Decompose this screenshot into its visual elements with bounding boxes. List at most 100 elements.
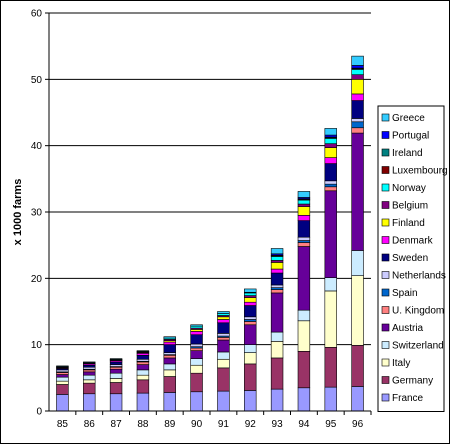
bar-segment [136,369,150,376]
bar-segment [190,364,203,374]
bar-segment [324,128,337,136]
bar-segment [190,350,203,359]
bar-segment [83,382,96,395]
legend-swatch [381,218,390,227]
bar-segment [270,262,284,270]
bars-group [56,55,364,412]
bar-segment [297,309,311,322]
bar-segment [324,347,337,388]
bar-segment [163,336,176,339]
x-tick-label: 93 [272,419,284,430]
legend-swatch [381,236,390,244]
legend-swatch [381,113,390,122]
bar-segment [351,132,364,251]
bar-segment [244,292,257,296]
y-tick-label: 60 [31,9,43,20]
bar-segment [324,277,337,292]
bar-segment [136,364,150,371]
bar-segment [56,384,69,395]
legend-label: U. Kingdom [392,306,444,317]
bar-segment [270,284,284,288]
bar-segment [351,74,364,80]
x-tick-label: 92 [245,419,257,430]
bar-segment [217,367,230,392]
bar-segment [270,341,284,359]
bar-segment [163,344,176,353]
legend-label: Finland [392,218,425,229]
bar-segment [324,180,337,185]
bar-segment [270,256,284,261]
x-tick-label: 89 [164,419,176,430]
legend-swatch [381,148,390,157]
bar-segment [56,380,69,385]
legend-swatch [381,131,390,139]
bar-segment [351,79,364,95]
bar-segment [270,272,284,286]
axes-group: 0 10 20 30 40 50 60 85 86 87 88 89 90 91 92 93 94 95 96 [31,9,372,430]
bar-segment [190,343,203,347]
bar-segment [244,305,257,318]
bar-segment [244,352,257,365]
bar-segment [217,351,230,360]
legend-label: Portugal [392,131,429,142]
bar-segment [270,292,284,333]
bar-segment [270,289,284,294]
bar-segment [244,297,257,303]
bar-segment [83,374,96,381]
bar-segment [244,363,257,391]
bar-segment [136,361,150,365]
legend-swatch [381,271,390,279]
bar-segment [324,147,337,158]
bar-segment [351,93,364,101]
x-tick-label: 95 [325,419,337,430]
bar-segment [163,392,176,412]
bar-segment [297,387,311,412]
legend-label: Netherlands [392,271,446,282]
bar-segment [324,190,337,278]
bar-segment [324,157,337,164]
legend-swatch [381,288,390,297]
bar-segment [297,320,311,352]
y-tick-label: 20 [31,274,43,285]
bar-segment [109,382,123,395]
y-tick-label: 30 [31,208,43,219]
bar-segment [297,203,311,207]
bar-segment [244,390,257,412]
legend-label: Switzerland [392,341,444,352]
bar-segment [270,268,284,274]
bar-segment [136,354,150,360]
bar-segment [163,341,176,345]
bar-segment [56,374,69,378]
bar-segment [109,378,123,383]
bar-segment [109,358,123,360]
bar-segment [56,394,69,412]
bar-segment [109,393,123,412]
bar-segment [297,246,311,311]
y-axis-label: x 1000 farms [12,179,24,246]
x-tick-label: 96 [352,419,364,430]
bar-segment [297,350,311,389]
bar-segment [136,379,150,394]
x-tick-label: 87 [111,419,123,430]
x-tick-label: 85 [57,419,69,430]
bar-segment [136,374,150,381]
legend-swatch [381,183,390,192]
bar-segment [270,357,284,390]
bar-segment [351,345,364,387]
legend-label: Italy [392,358,410,369]
legend-label: Denmark [392,236,434,247]
x-tick-label: 88 [137,419,149,430]
bar-segment [109,361,123,365]
legend-swatch [381,201,390,209]
bar-segment [163,357,176,365]
bar-segment [190,358,203,366]
bar-segment [324,183,337,188]
y-tick-label: 10 [31,340,43,351]
bar-segment [297,199,311,205]
bar-segment [244,316,257,320]
bar-segment [136,350,150,352]
bar-segment [163,369,176,377]
bar-segment [217,339,230,353]
bar-segment [351,250,364,276]
bar-segment [163,354,176,359]
